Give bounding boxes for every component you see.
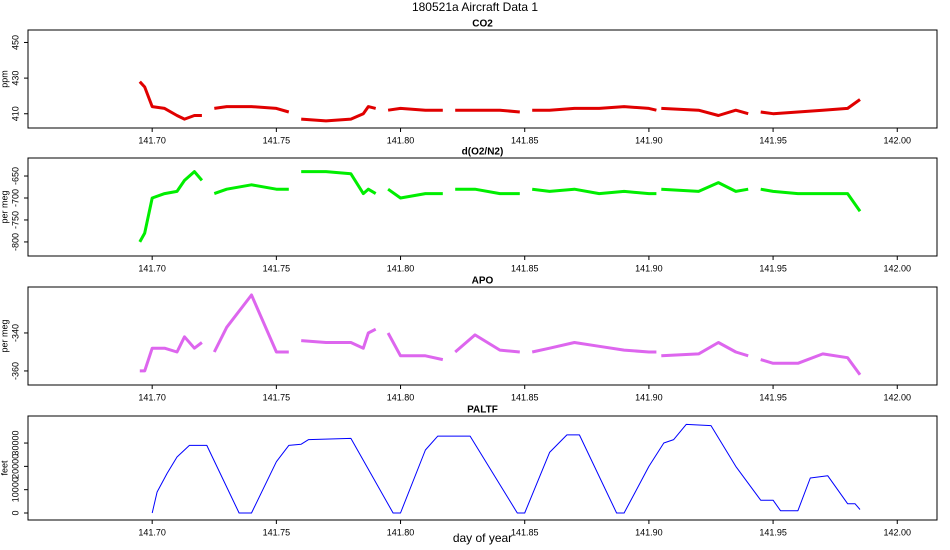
x-tick-label: 141.70 <box>138 263 166 273</box>
y-axis-label: ppm <box>0 70 9 88</box>
y-tick-label: -800 <box>10 233 20 251</box>
x-tick-label: 141.90 <box>635 392 663 402</box>
x-tick-label: 141.80 <box>387 392 415 402</box>
x-tick-label: 141.95 <box>759 392 787 402</box>
plot-frame <box>27 29 938 129</box>
x-tick-label: 141.95 <box>759 263 787 273</box>
x-tick-label: 141.75 <box>263 527 291 537</box>
x-tick-label: 142.00 <box>883 527 911 537</box>
x-tick-label: 141.75 <box>263 263 291 273</box>
data-line <box>138 80 861 123</box>
x-tick-label: 141.85 <box>511 263 539 273</box>
y-tick-label: 10000 <box>10 477 20 502</box>
x-tick-label: 141.90 <box>635 135 663 145</box>
x-tick-label: 141.80 <box>387 135 415 145</box>
x-tick-label: 141.90 <box>635 527 663 537</box>
plot-frame <box>27 286 938 386</box>
plot-frame <box>27 415 938 521</box>
panel-title: APO <box>472 276 494 287</box>
x-tick-label: 142.00 <box>883 392 911 402</box>
y-axis-label: feet <box>0 460 9 476</box>
y-tick-label: 430 <box>10 71 20 86</box>
x-tick-label: 141.75 <box>263 135 291 145</box>
x-tick-label: 142.00 <box>883 135 911 145</box>
data-line <box>139 293 862 376</box>
x-axis-label: day of year <box>453 531 512 545</box>
x-tick-label: 141.85 <box>511 135 539 145</box>
x-tick-label: 141.85 <box>511 392 539 402</box>
x-tick-label: 141.80 <box>387 527 415 537</box>
x-tick-label: 141.70 <box>138 527 166 537</box>
panel-title: d(O2/N2) <box>462 147 504 158</box>
x-tick-label: 141.75 <box>263 392 291 402</box>
y-tick-label: 30000 <box>10 431 20 456</box>
y-tick-label: 450 <box>10 35 20 50</box>
y-tick-label: -700 <box>10 189 20 207</box>
x-tick-label: 141.70 <box>138 392 166 402</box>
x-tick-label: 141.70 <box>138 135 166 145</box>
x-tick-label: 141.80 <box>387 263 415 273</box>
panel-title: PALTF <box>467 405 498 416</box>
x-tick-label: 141.90 <box>635 263 663 273</box>
x-tick-label: 141.95 <box>759 527 787 537</box>
y-tick-label: -750 <box>10 211 20 229</box>
panel-title: CO2 <box>472 19 493 30</box>
data-line <box>138 170 862 243</box>
y-axis-label: per meg <box>0 190 9 223</box>
y-tick-label: 0 <box>10 510 20 515</box>
y-tick-label: 410 <box>10 106 20 121</box>
y-tick-label: -340 <box>10 324 20 342</box>
y-tick-label: -650 <box>10 167 20 185</box>
x-tick-label: 141.95 <box>759 135 787 145</box>
plot-frame <box>27 157 938 257</box>
y-tick-label: 20000 <box>10 454 20 479</box>
data-line <box>151 423 861 514</box>
page-title: 180521a Aircraft Data 1 <box>412 0 538 14</box>
x-tick-label: 142.00 <box>883 263 911 273</box>
y-tick-label: -360 <box>10 362 20 380</box>
x-tick-label: 141.85 <box>511 527 539 537</box>
y-axis-label: per meg <box>0 319 9 352</box>
